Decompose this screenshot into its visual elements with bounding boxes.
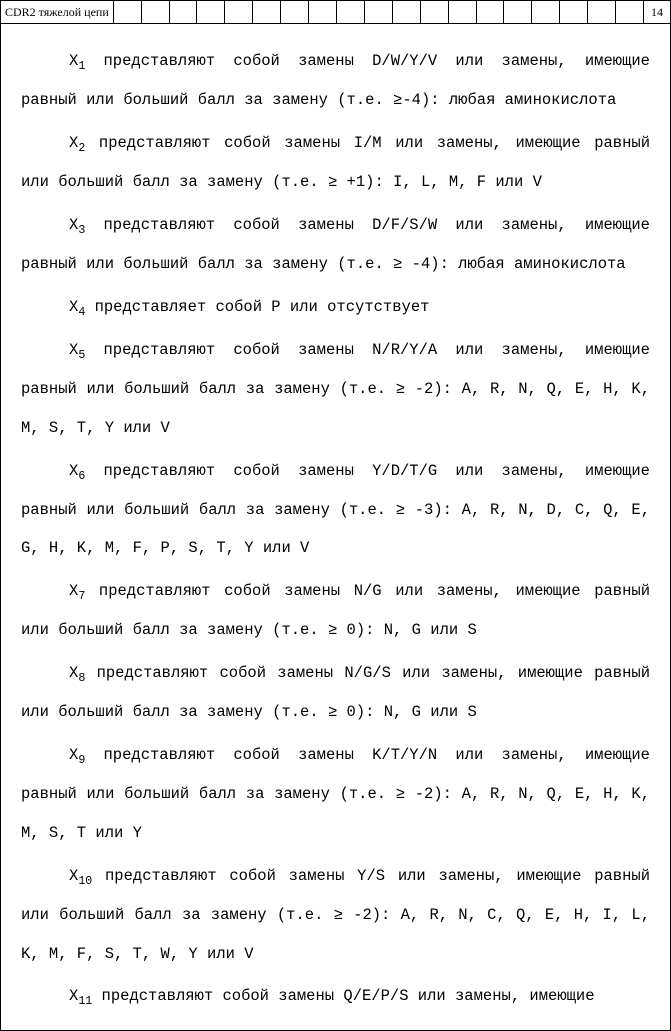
header-empty-cell [309,1,337,23]
variable-x: X4 [69,298,85,316]
header-empty-cell [421,1,449,23]
header-empty-cell [170,1,198,23]
paragraph: X1 представляют собой замены D/W/Y/V или… [21,42,650,120]
paragraph: X4 представляет собой P или отсутствует [21,288,650,327]
paragraph-text: представляют собой замены Q/E/P/S или за… [92,987,594,1005]
paragraph-text: представляют собой замены D/F/S/W или за… [21,216,650,273]
paragraph: X10 представляют собой замены Y/S или за… [21,857,650,974]
paragraph-text: представляют собой замены D/W/Y/V или за… [21,52,650,109]
variable-x: X11 [69,987,92,1005]
header-number: 14 [643,1,670,23]
paragraph: X7 представляют собой замены N/G или зам… [21,572,650,650]
variable-x: X6 [69,462,85,480]
variable-x: X5 [69,341,85,359]
document-page: CDR2 тяжелой цепи 14 X1 представляют соб… [0,0,671,1031]
header-empty-cell [197,1,225,23]
header-empty-cell [616,1,643,23]
header-empty-cell [560,1,588,23]
table-header-row: CDR2 тяжелой цепи 14 [0,0,671,24]
paragraph-text: представляют собой замены I/M или замены… [21,134,650,191]
variable-x: X2 [69,134,85,152]
header-empty-cell [393,1,421,23]
paragraph-text: представляют собой замены K/T/Y/N или за… [21,746,650,842]
header-empty-cell [365,1,393,23]
paragraph-text: представляют собой замены N/R/Y/A или за… [21,341,650,437]
paragraph: X8 представляют собой замены N/G/S или з… [21,654,650,732]
document-body: X1 представляют собой замены D/W/Y/V или… [0,24,671,1031]
paragraph-text: представляют собой замены Y/D/T/G или за… [21,462,650,558]
variable-x: X10 [69,867,92,885]
subscript: 11 [78,995,92,1008]
variable-x: X3 [69,216,85,234]
paragraph: X6 представляют собой замены Y/D/T/G или… [21,452,650,569]
header-empty-cell [225,1,253,23]
header-empty-cell [281,1,309,23]
variable-x: X8 [69,664,85,682]
header-empty-cell [114,1,142,23]
paragraph: X3 представляют собой замены D/F/S/W или… [21,206,650,284]
paragraph: X9 представляют собой замены K/T/Y/N или… [21,736,650,853]
paragraph-text: представляют собой замены N/G/S или заме… [21,664,650,721]
variable-x: X1 [69,52,85,70]
header-empty-cell [142,1,170,23]
paragraph: X11 представляют собой замены Q/E/P/S ил… [21,977,650,1016]
paragraph-text: представляют собой замены Y/S или замены… [21,867,650,963]
header-empty-cell [449,1,477,23]
header-label: CDR2 тяжелой цепи [1,1,114,23]
paragraph: X5 представляют собой замены N/R/Y/A или… [21,331,650,448]
paragraph-text: представляют собой замены N/G или замены… [21,582,650,639]
variable-x: X7 [69,582,85,600]
paragraph: X2 представляют собой замены I/M или зам… [21,124,650,202]
header-empty-cell [532,1,560,23]
header-empty-cell [253,1,281,23]
header-empty-cell [504,1,532,23]
paragraph-text: представляет собой P или отсутствует [85,298,429,316]
header-empty-cells [114,1,643,23]
subscript: 10 [78,875,92,888]
header-empty-cell [588,1,616,23]
header-empty-cell [477,1,505,23]
variable-x: X9 [69,746,85,764]
header-empty-cell [337,1,365,23]
